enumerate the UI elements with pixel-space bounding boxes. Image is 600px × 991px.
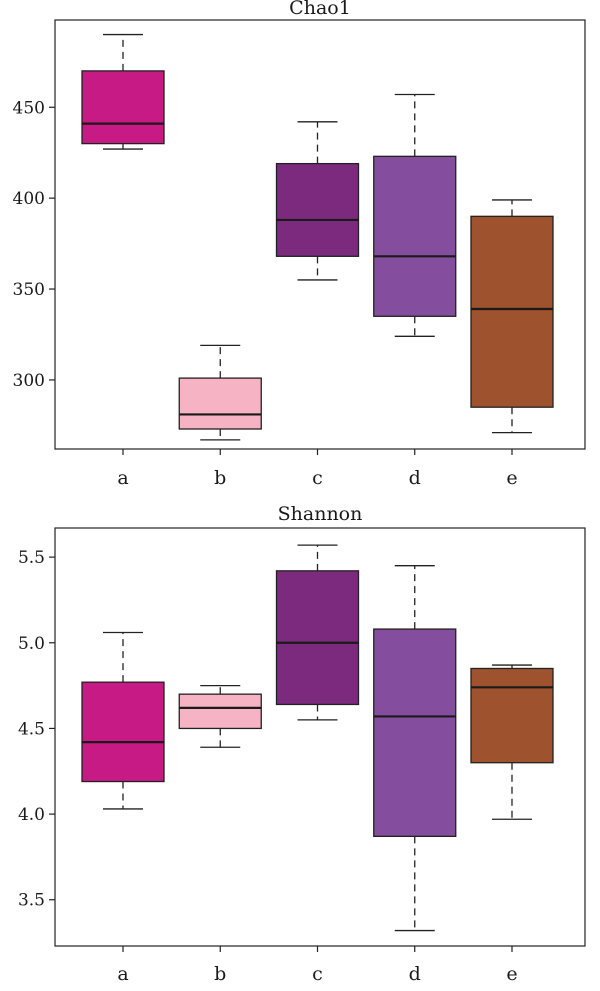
shannon-box-d: [373, 565, 457, 932]
iqr-box: [275, 162, 360, 257]
chao1-panel: Chao1 300 350 400 450 a b c d e: [13, 0, 586, 489]
shannon-plot-frame: [54, 527, 586, 947]
chao1-y-tick-label: 400: [13, 189, 45, 209]
iqr-box: [470, 215, 554, 408]
shannon-box-a: [81, 631, 165, 810]
chao1-plot-frame: [54, 19, 586, 450]
iqr-box: [373, 628, 457, 838]
shannon-x-tick-label: c: [312, 963, 323, 985]
shannon-y-tick-label: 4.5: [18, 719, 45, 739]
shannon-panel: Shannon 3.5 4.0 4.5 5.0 5.5 a b c d e: [18, 503, 586, 985]
chao1-x-tick-label: d: [409, 467, 421, 489]
chao1-box-d: [373, 93, 457, 337]
chao1-x-tick-label: b: [214, 467, 226, 489]
chao1-y-tick-label: 450: [13, 98, 45, 118]
iqr-box: [275, 570, 360, 706]
shannon-box-c: [275, 544, 360, 721]
shannon-x-tick-label: e: [506, 963, 517, 985]
shannon-y-tick-label: 5.5: [18, 548, 45, 568]
chao1-box-b: [178, 344, 262, 441]
shannon-title: Shannon: [278, 503, 363, 525]
chao1-box-e: [470, 199, 554, 434]
chao1-x-tick-label: a: [117, 467, 128, 489]
chao1-box-c: [275, 121, 360, 281]
chao1-y-tick-label: 350: [13, 280, 45, 300]
iqr-box: [178, 693, 262, 730]
chao1-box-a: [81, 33, 165, 150]
iqr-box: [81, 681, 165, 783]
chao1-x-tick-label: c: [312, 467, 323, 489]
shannon-x-tick-label: b: [214, 963, 226, 985]
iqr-box: [178, 377, 262, 430]
shannon-box-e: [470, 664, 554, 820]
iqr-box: [81, 70, 165, 145]
shannon-x-tick-label: d: [409, 963, 421, 985]
shannon-y-tick-label: 3.5: [18, 891, 45, 911]
iqr-box: [373, 155, 457, 317]
chao1-x-tick-label: e: [506, 467, 517, 489]
iqr-box: [470, 667, 554, 764]
shannon-box-b: [178, 684, 262, 748]
chao1-title: Chao1: [289, 0, 351, 19]
shannon-x-tick-label: a: [117, 963, 128, 985]
chao1-y-tick-label: 300: [13, 371, 45, 391]
shannon-y-tick-label: 5.0: [18, 634, 45, 654]
shannon-y-tick-label: 4.0: [18, 805, 45, 825]
